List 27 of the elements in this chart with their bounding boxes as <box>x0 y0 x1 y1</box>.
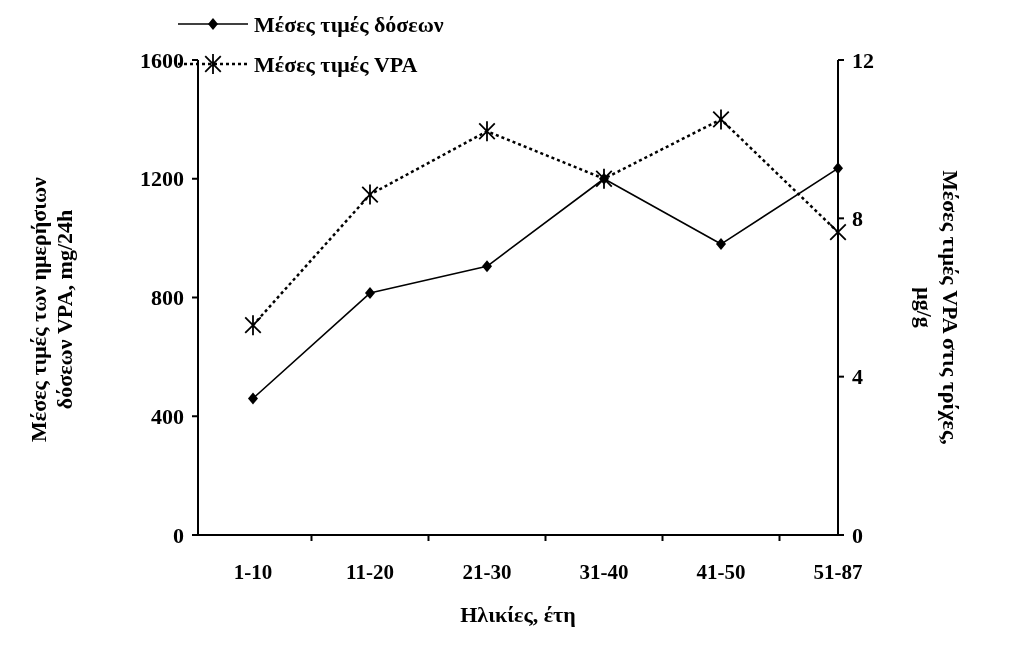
y-tick-label: 1200 <box>140 166 184 192</box>
legend-label: Μέσες τιμές VPA <box>254 51 418 77</box>
y-tick-label: 1600 <box>140 47 184 73</box>
legend-label: Μέσες τιμές δόσεων <box>254 11 444 37</box>
y2-tick-label: 8 <box>852 206 863 232</box>
point <box>244 315 262 336</box>
point <box>364 287 375 300</box>
y2-tick-label: 12 <box>852 47 874 73</box>
y-tick-label: 400 <box>151 403 184 429</box>
y-tick-label: 800 <box>151 285 184 311</box>
point <box>478 121 496 142</box>
y2-axis-title: Μέσες τιμές VPA στις τρίχες, μg/g <box>912 170 963 445</box>
x-tick-label: 51-87 <box>813 560 863 584</box>
y-tick-label: 0 <box>173 522 184 548</box>
x-axis-title: Ηλικίες, έτη <box>460 602 576 627</box>
point <box>716 238 726 251</box>
y2-tick-label: 4 <box>852 364 863 390</box>
point <box>481 260 492 273</box>
point <box>829 222 847 243</box>
y-axis-title: Μέσες τιμές των ημερήσιων δόσεων VPA, mg/24h <box>26 176 77 442</box>
point <box>247 392 258 405</box>
x-tick-label: 31-40 <box>579 560 629 584</box>
y2-tick-label: 0 <box>852 522 863 548</box>
x-tick-label: 11-20 <box>346 560 394 584</box>
x-tick-label: 41-50 <box>696 560 746 584</box>
x-tick-label: 1-10 <box>233 560 273 584</box>
x-tick-label: 21-30 <box>462 560 512 584</box>
